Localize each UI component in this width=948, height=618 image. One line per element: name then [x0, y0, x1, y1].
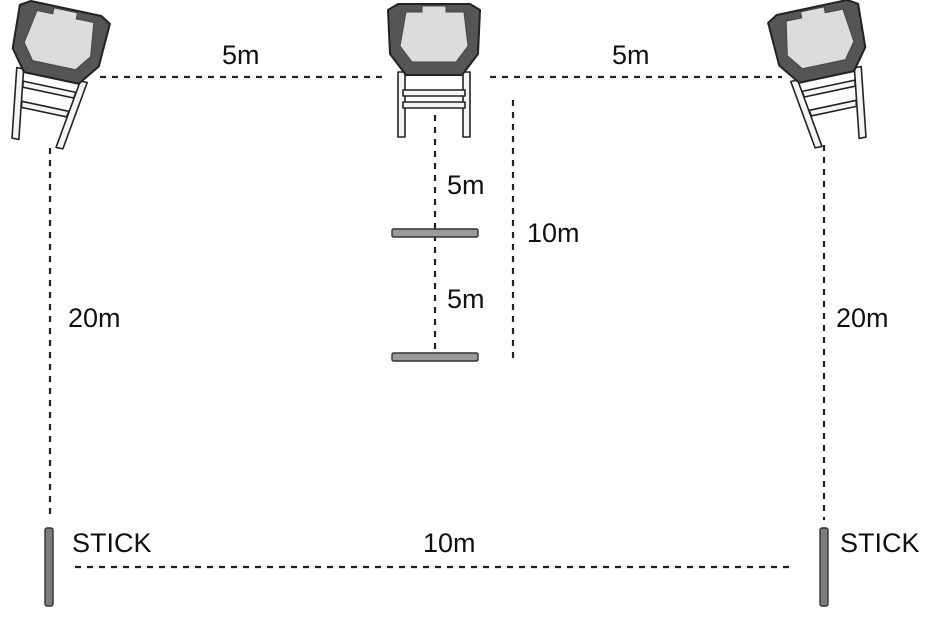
center-upper-distance-label: 5m	[447, 170, 485, 200]
measurement-lines	[48, 75, 826, 569]
right-depth-label: 20m	[836, 303, 889, 333]
stick-right-label: STICK	[840, 528, 920, 558]
target-stand-center-icon	[387, 3, 481, 138]
stick-right-icon	[819, 527, 829, 607]
center-total-distance-label: 10m	[527, 218, 580, 248]
target-stand-left-icon	[11, 0, 111, 150]
top-right-distance-label: 5m	[612, 40, 650, 70]
barrier-bar-upper-icon	[391, 228, 479, 238]
bottom-distance-label: 10m	[423, 528, 476, 558]
center-lower-distance-label: 5m	[447, 284, 485, 314]
stick-left-label: STICK	[72, 528, 152, 558]
stick-left-icon	[44, 527, 54, 607]
top-left-distance-label: 5m	[222, 40, 260, 70]
left-depth-label: 20m	[68, 303, 121, 333]
barrier-bar-lower-icon	[391, 352, 479, 362]
target-stand-right-icon	[767, 0, 867, 149]
